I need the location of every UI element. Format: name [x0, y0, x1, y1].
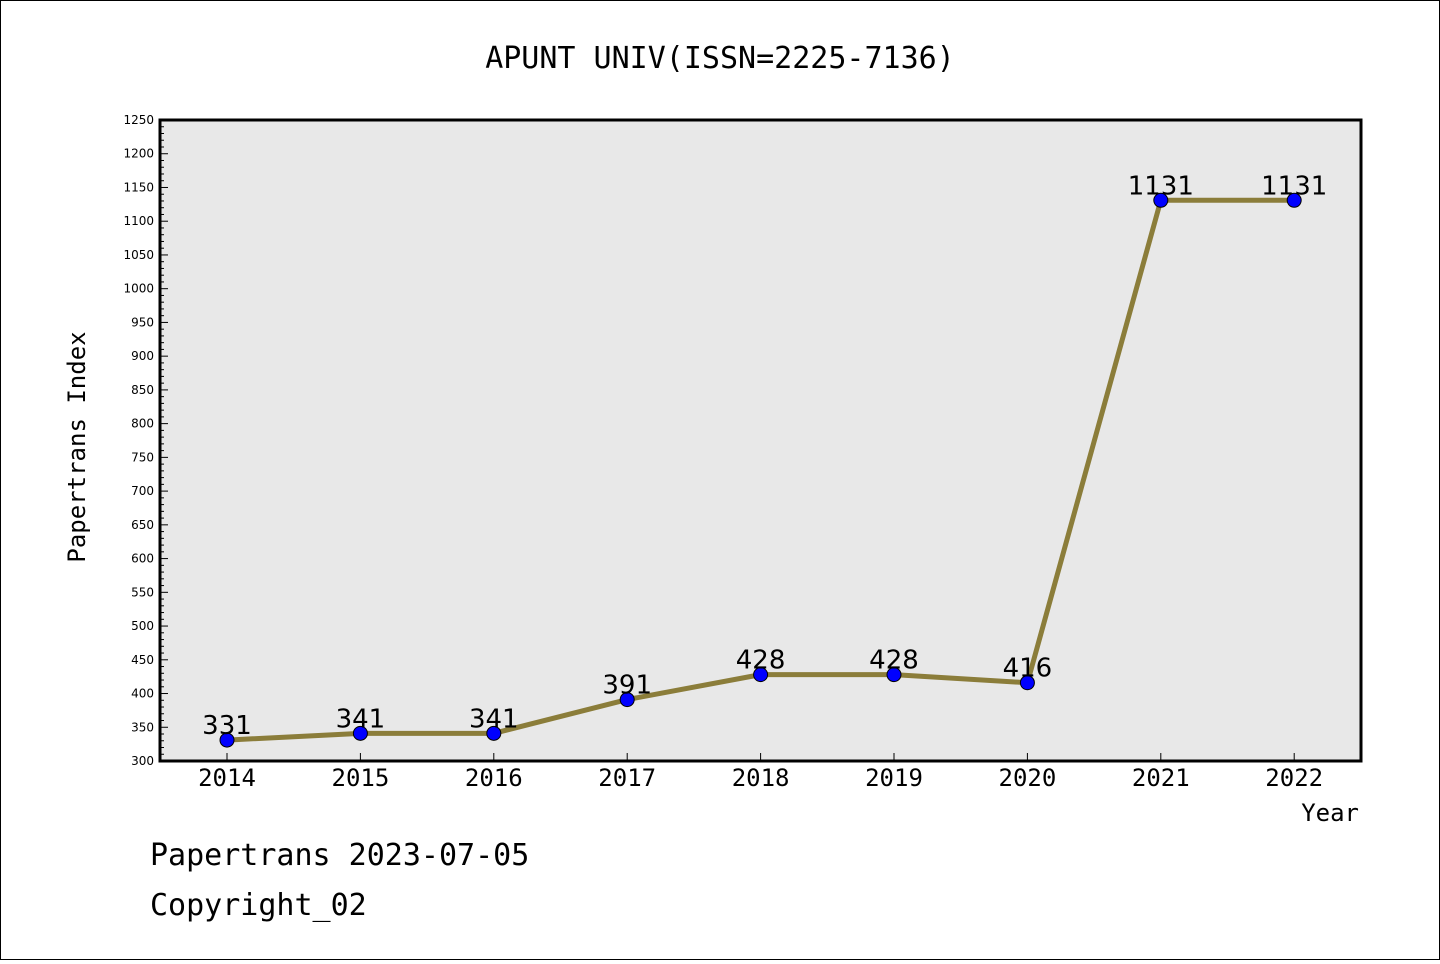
chart-title: APUNT UNIV(ISSN=2225-7136)	[485, 41, 955, 76]
y-tick-label: 1050	[123, 248, 154, 262]
data-label: 1131	[1128, 171, 1194, 201]
x-tick-label: 2020	[999, 764, 1057, 792]
series-markers	[219, 192, 1302, 748]
data-point	[352, 725, 368, 741]
data-point	[1286, 192, 1302, 208]
data-point	[1019, 675, 1035, 691]
y-tick-label: 1100	[123, 214, 154, 228]
data-point	[753, 667, 769, 683]
y-tick-label: 650	[131, 518, 154, 532]
x-tick-label: 2019	[865, 764, 923, 792]
y-tick-label: 300	[131, 754, 154, 768]
x-tick-label: 2021	[1132, 764, 1190, 792]
x-tick-label: 2015	[332, 764, 390, 792]
y-axis-title: Papertrans Index	[63, 331, 91, 562]
data-label: 391	[602, 671, 652, 701]
footer-date: Papertrans 2023-07-05	[150, 838, 529, 873]
y-axis: 300 350 400 450 500 550 600 650 700 750 800 850 900 9…	[123, 113, 168, 768]
y-tick-label: 400	[131, 687, 154, 701]
y-tick-label: 450	[131, 653, 154, 667]
data-point	[219, 732, 235, 748]
data-point	[486, 725, 502, 741]
y-tick-label: 750	[131, 450, 154, 464]
x-tick-label: 2017	[598, 764, 656, 792]
data-label: 1131	[1261, 171, 1327, 201]
data-label: 331	[202, 711, 252, 741]
x-tick-label: 2018	[732, 764, 790, 792]
data-point	[1153, 192, 1169, 208]
y-tick-label: 850	[131, 383, 154, 397]
y-tick-label: 1250	[123, 113, 154, 127]
data-label: 428	[736, 646, 786, 676]
y-tick-label: 950	[131, 315, 154, 329]
x-axis-title: Year	[1301, 799, 1359, 827]
x-tick-label: 2016	[465, 764, 523, 792]
data-label: 341	[469, 704, 519, 734]
y-tick-label: 1000	[123, 282, 154, 296]
plot-area	[158, 118, 1363, 763]
y-tick-label: 500	[131, 619, 154, 633]
x-tick-label: 2022	[1265, 764, 1323, 792]
data-point	[886, 667, 902, 683]
y-tick-label: 350	[131, 720, 154, 734]
y-tick-label: 700	[131, 484, 154, 498]
y-tick-label: 1200	[123, 147, 154, 161]
data-labels: 331 341 341 391 428 428 416 1131 1131	[202, 171, 1327, 741]
y-tick-label: 900	[131, 349, 154, 363]
x-axis: 2014 2015 2016 2017 2018 2019 2020 2021 2022	[198, 753, 1323, 792]
y-tick-label: 1150	[123, 180, 154, 194]
footer-copyright: Copyright_02	[150, 888, 367, 923]
y-tick-label: 550	[131, 585, 154, 599]
data-label: 428	[869, 646, 919, 676]
data-point	[619, 692, 635, 708]
x-tick-label: 2014	[198, 764, 256, 792]
data-label: 416	[1003, 654, 1053, 684]
y-tick-label: 600	[131, 552, 154, 566]
y-tick-label: 800	[131, 417, 154, 431]
data-label: 341	[336, 704, 386, 734]
